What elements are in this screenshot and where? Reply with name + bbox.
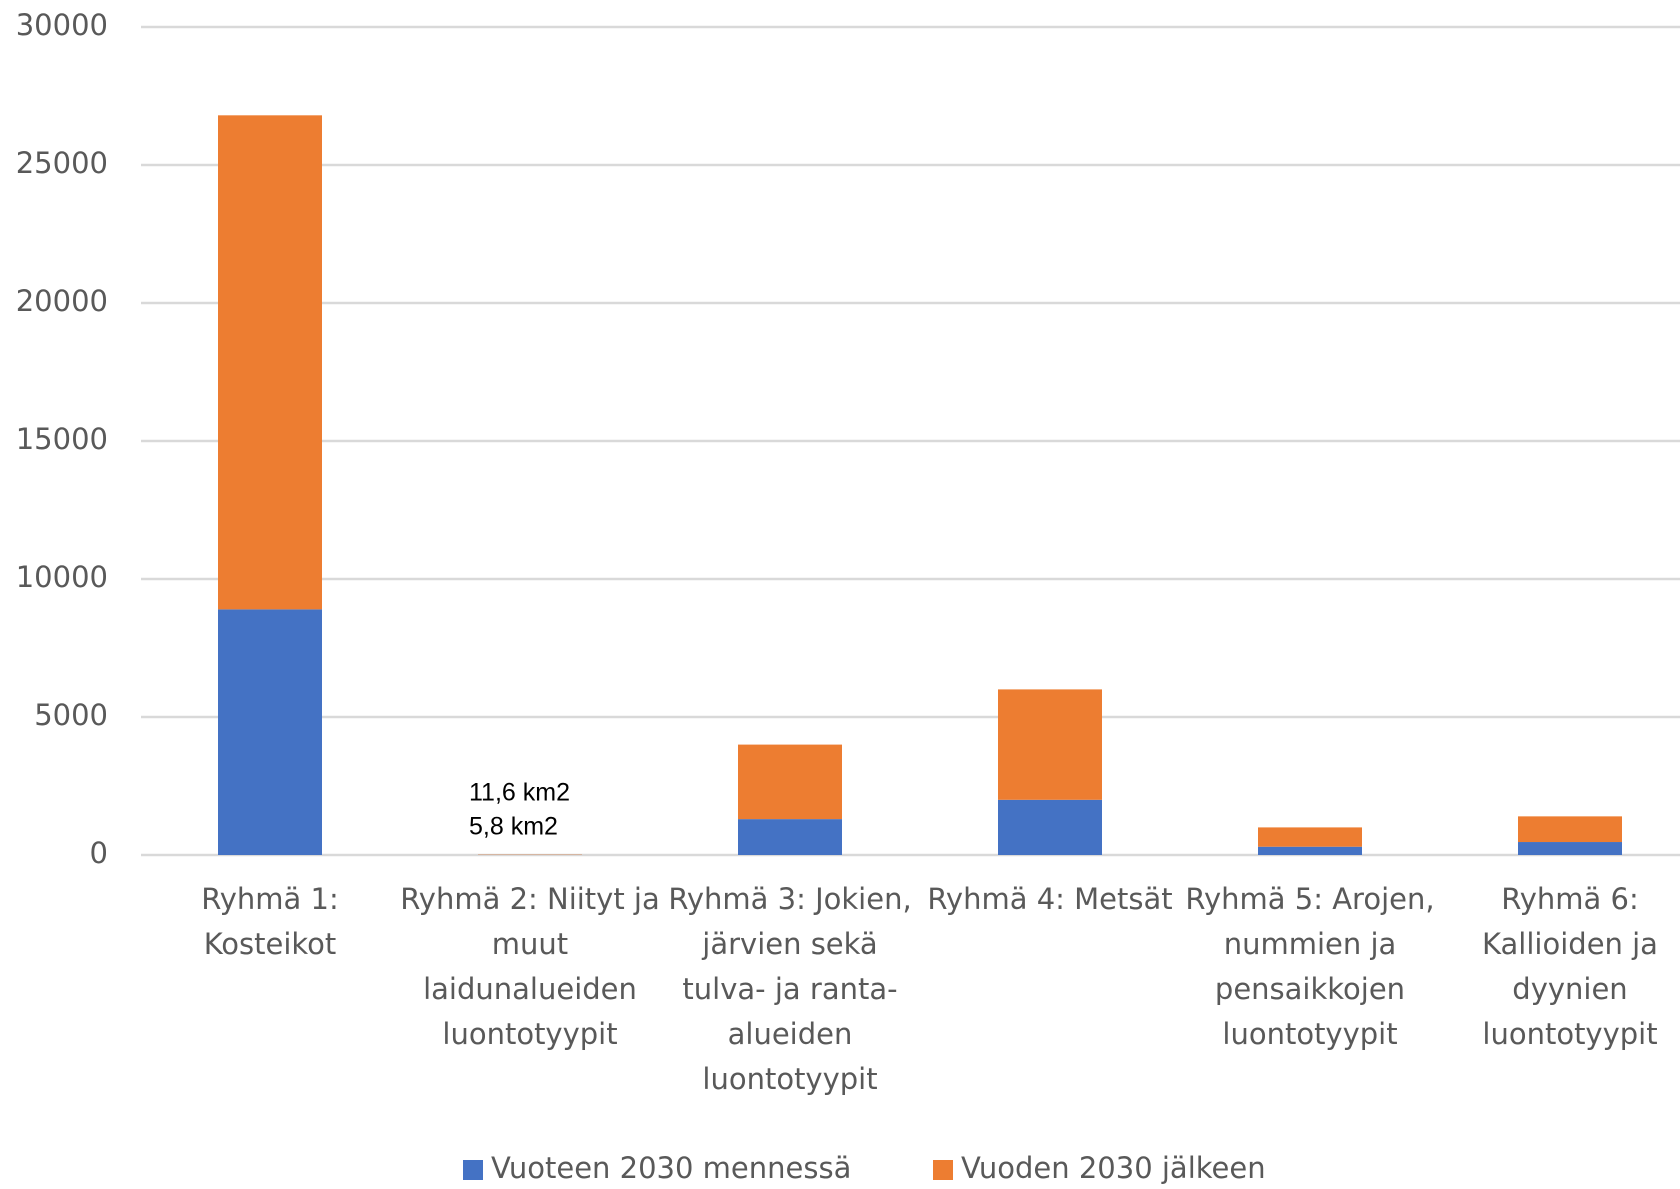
legend-label: Vuoteen 2030 mennessä xyxy=(491,1151,851,1185)
legend-swatch xyxy=(933,1160,953,1180)
x-tick-label: Ryhmä 2: Niityt ja muut laidunalueiden l… xyxy=(400,882,660,1051)
x-tick-label: Ryhmä 1: Kosteikot xyxy=(201,882,339,961)
bar-segment xyxy=(738,744,842,820)
x-tick-label: Ryhmä 4: Metsät xyxy=(927,882,1173,916)
bar-segment xyxy=(1518,816,1622,843)
y-tick-label: 5000 xyxy=(34,698,108,732)
y-tick-label: 15000 xyxy=(16,422,108,456)
x-tick-label: Ryhmä 5: Arojen, nummien ja pensaikkojen… xyxy=(1185,882,1435,1051)
bar-segment xyxy=(998,799,1102,855)
bar-segment xyxy=(1518,842,1622,855)
bar-segment xyxy=(218,609,322,855)
legend-label: Vuoden 2030 jälkeen xyxy=(961,1151,1266,1185)
y-tick-label: 20000 xyxy=(16,284,108,318)
value-label: 11,6 km2 xyxy=(469,779,570,807)
bar-segment xyxy=(998,689,1102,800)
bar-segment xyxy=(218,115,322,610)
legend-swatch xyxy=(463,1160,483,1180)
y-tick-label: 30000 xyxy=(16,8,108,42)
bar-segment xyxy=(1258,846,1362,855)
x-tick-label: Ryhmä 3: Jokien, järvien sekä tulva- ja … xyxy=(668,882,912,1096)
value-label: 5,8 km2 xyxy=(469,813,558,841)
y-tick-label: 10000 xyxy=(16,560,108,594)
x-tick-label: Ryhmä 6: Kallioiden ja dyynien luontotyy… xyxy=(1482,882,1658,1051)
y-tick-label: 0 xyxy=(90,836,108,870)
y-tick-label: 25000 xyxy=(16,146,108,180)
bar-segment xyxy=(738,819,842,855)
bar-segment xyxy=(1258,827,1362,847)
